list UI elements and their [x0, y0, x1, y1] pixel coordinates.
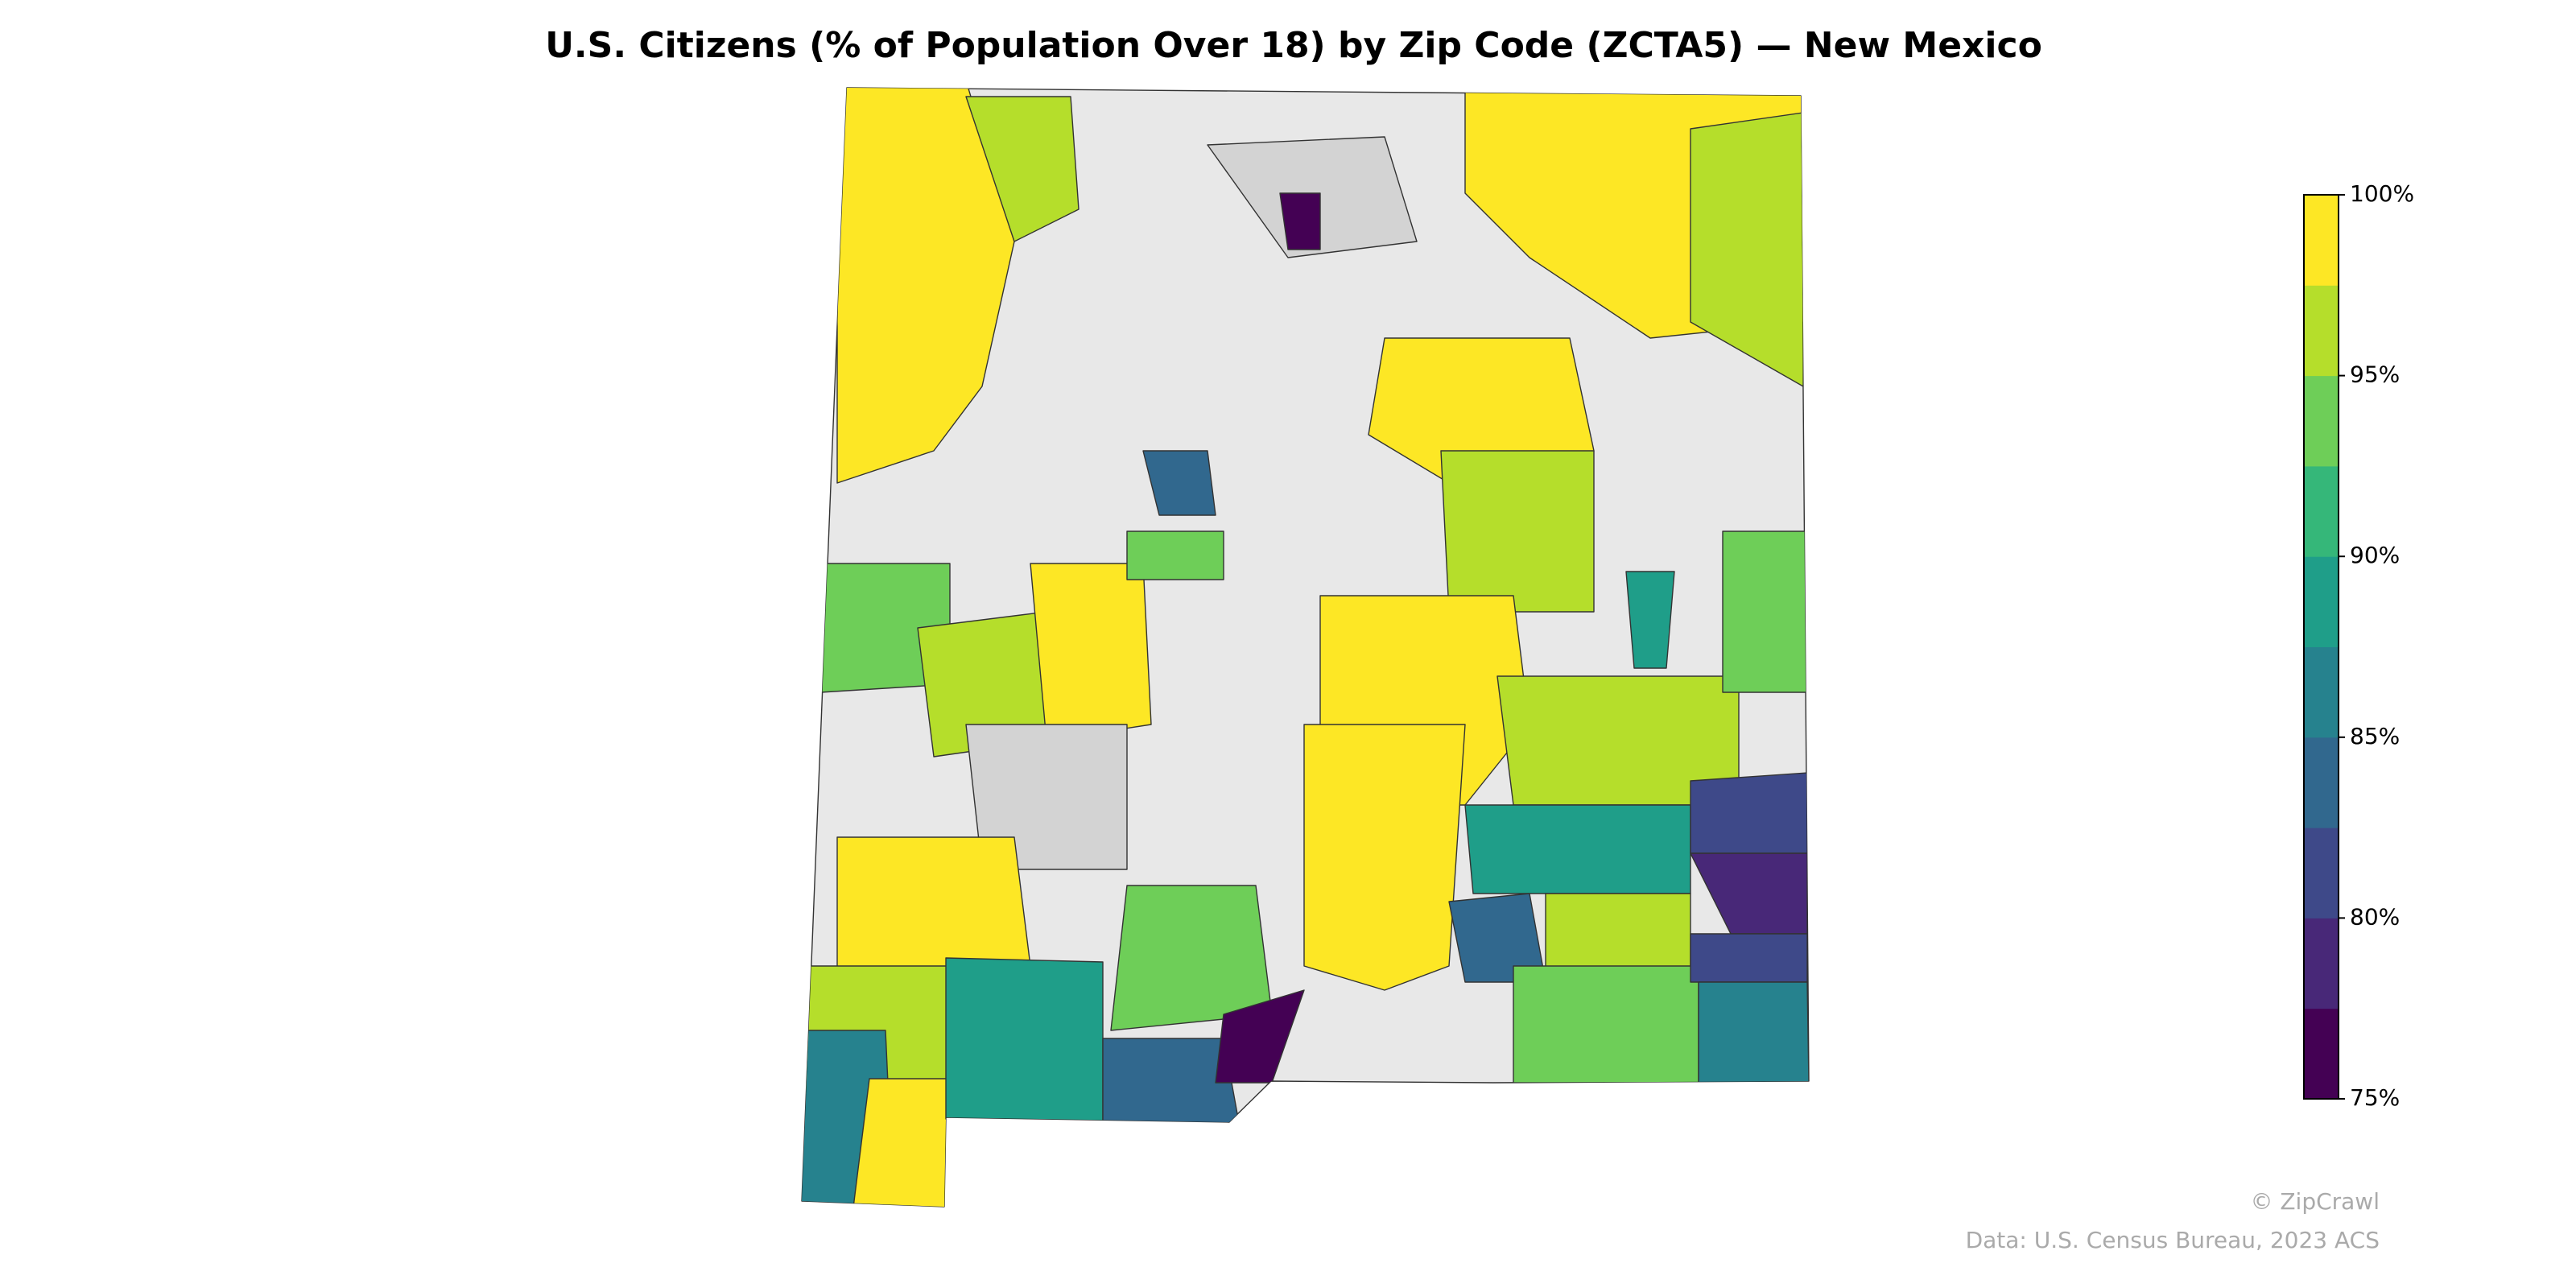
colorbar-bin [2304, 646, 2339, 738]
colorbar-bin [2304, 737, 2339, 828]
colorbar-bin [2304, 375, 2339, 467]
colorbar-bin [2304, 1008, 2339, 1100]
colorbar-bin [2304, 465, 2339, 557]
zip-area [945, 957, 1104, 1124]
zip-area [965, 96, 1080, 242]
colorbar-tick-label: 75% [2350, 1084, 2400, 1111]
colorbar-tick-label: 90% [2350, 542, 2400, 568]
zip-area [1142, 450, 1216, 516]
zip-area [1303, 724, 1466, 991]
colorbar-tick-label: 100% [2350, 180, 2414, 207]
zip-areas [802, 88, 1809, 1207]
colorbar-tick-label: 95% [2350, 361, 2400, 388]
zip-area [1722, 530, 1808, 693]
credit: © ZipCrawl [2250, 1188, 2380, 1215]
state-map [801, 87, 1810, 1208]
zip-area [965, 724, 1128, 870]
colorbar-tick-label: 85% [2350, 723, 2400, 749]
colorbar-tick-label: 80% [2350, 903, 2400, 930]
zip-area [1625, 571, 1675, 669]
zip-area [836, 88, 1015, 484]
zip-area [1440, 450, 1595, 613]
map-title: U.S. Citizens (% of Population Over 18) … [545, 25, 2042, 66]
colorbar-bin [2304, 285, 2339, 377]
zip-area [1690, 933, 1808, 983]
zip-area [1126, 530, 1224, 580]
zip-area [1464, 804, 1691, 894]
zip-area [1030, 563, 1152, 741]
zip-area [1279, 192, 1321, 250]
zip-area [1690, 772, 1808, 854]
colorbar-bin [2304, 195, 2339, 286]
colorbar-bin [2304, 556, 2339, 647]
colorbar-bin [2304, 828, 2339, 919]
source-note: Data: U.S. Census Bureau, 2023 ACS [1966, 1227, 2380, 1253]
zip-area [1513, 965, 1699, 1084]
zip-area [1698, 981, 1809, 1084]
colorbar: 75% 80% 85% 90% 95% 100% [2303, 180, 2414, 1111]
colorbar-frame [2303, 194, 2339, 1100]
zip-area [852, 1078, 951, 1207]
colorbar-bin [2304, 918, 2339, 1009]
